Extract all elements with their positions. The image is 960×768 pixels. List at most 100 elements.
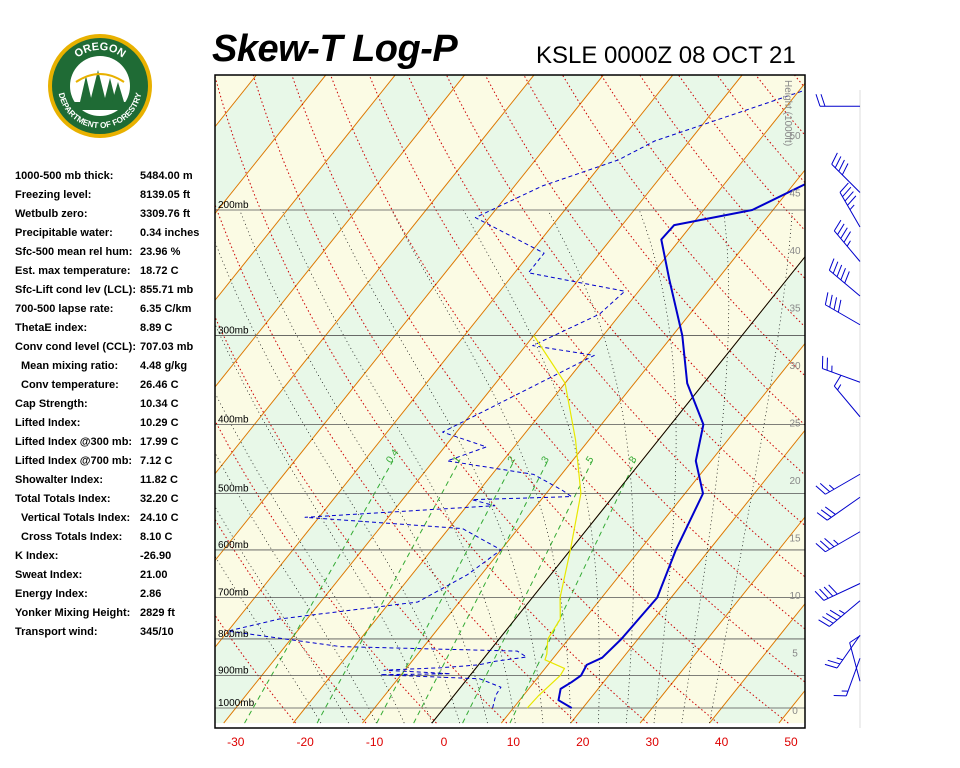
dry-adiabat-line bbox=[215, 75, 648, 724]
height-tick-label: 40 bbox=[789, 246, 801, 257]
mixing-ratio-line bbox=[316, 460, 460, 724]
dry-adiabat-line bbox=[291, 75, 789, 724]
plot-border bbox=[214, 74, 806, 729]
isotherm-band bbox=[215, 75, 743, 724]
seal-top-text: OREGON bbox=[72, 41, 127, 61]
index-label: K Index: bbox=[15, 550, 59, 562]
isotherm-line bbox=[918, 0, 960, 723]
dry-adiabat-line bbox=[807, 0, 960, 723]
index-label: Showalter Index: bbox=[15, 474, 104, 486]
pressure-level-label: 300mb bbox=[218, 325, 249, 336]
moist-adiabat-line bbox=[281, 209, 516, 724]
mixing-ratio-line bbox=[509, 460, 636, 724]
x-tick-label: -10 bbox=[366, 735, 384, 749]
x-tick-label: 40 bbox=[715, 735, 729, 749]
wind-barb bbox=[833, 375, 861, 418]
index-value: 2829 ft bbox=[140, 607, 175, 619]
wind-barb bbox=[815, 94, 860, 107]
pressure-level-label: 1000mb bbox=[218, 698, 255, 709]
index-value: 4.48 g/kg bbox=[140, 360, 188, 372]
index-value: 17.99 C bbox=[140, 436, 179, 448]
height-tick-label: 25 bbox=[789, 419, 801, 430]
index-label: Energy Index: bbox=[15, 588, 88, 600]
height-tick-label: 20 bbox=[789, 476, 801, 487]
wind-barb bbox=[824, 292, 861, 326]
index-label: Precipitable water: bbox=[15, 227, 113, 239]
index-label: Cross Totals Index: bbox=[21, 531, 123, 543]
wind-barb bbox=[818, 600, 861, 627]
x-tick-label: -30 bbox=[227, 735, 245, 749]
pressure-level-label: 700mb bbox=[218, 588, 249, 599]
isotherm-band bbox=[918, 0, 960, 723]
dry-adiabat-line bbox=[407, 75, 805, 578]
moist-adiabat-line bbox=[239, 209, 488, 724]
height-tick-label: 0 bbox=[792, 706, 798, 717]
index-label: Sfc-Lift cond lev (LCL): bbox=[15, 284, 136, 296]
x-tick-label: 30 bbox=[646, 735, 660, 749]
series-line-solid bbox=[557, 183, 805, 709]
wind-barb bbox=[815, 531, 861, 553]
isotherm-line bbox=[570, 429, 805, 724]
isotherm-line bbox=[215, 75, 396, 302]
wind-barb bbox=[831, 152, 861, 193]
mixing-ratio-line bbox=[376, 460, 515, 724]
index-label: Total Totals Index: bbox=[15, 493, 111, 505]
isotherm-line bbox=[362, 169, 805, 724]
index-value: -26.90 bbox=[140, 550, 172, 562]
height-tick-label: 45 bbox=[789, 189, 801, 200]
x-tick-label: 50 bbox=[784, 735, 798, 749]
moist-adiabat-line bbox=[547, 209, 635, 724]
index-label: Transport wind: bbox=[15, 626, 98, 638]
index-value: 32.20 C bbox=[140, 493, 179, 505]
x-tick-label: -20 bbox=[297, 735, 315, 749]
oregon-forestry-seal: OREGON DEPARTMENT OF FORESTRY bbox=[48, 34, 152, 138]
wind-barb bbox=[833, 658, 861, 697]
height-tick-label: 15 bbox=[789, 534, 801, 545]
index-value: 8139.05 ft bbox=[140, 189, 191, 201]
isotherm-band bbox=[223, 75, 805, 724]
dry-adiabat-line bbox=[215, 614, 296, 724]
height-tick-label: 50 bbox=[789, 131, 801, 142]
series-line-parcel bbox=[526, 335, 582, 709]
isotherm-line bbox=[778, 689, 805, 724]
page-title: Skew-T Log-P bbox=[212, 28, 458, 70]
isotherm-band bbox=[848, 0, 960, 723]
isotherm-line bbox=[215, 75, 466, 388]
station-time-label: KSLE 0000Z 08 OCT 21 bbox=[536, 42, 796, 69]
isotherm-line bbox=[215, 75, 535, 475]
index-value: 855.71 mb bbox=[140, 284, 194, 296]
isotherm-line bbox=[215, 75, 674, 649]
moist-adiabat-line bbox=[638, 209, 677, 724]
height-tick-label: 5 bbox=[792, 649, 798, 660]
isotherm-line bbox=[500, 342, 805, 724]
wind-barb bbox=[828, 258, 861, 297]
index-value: 10.34 C bbox=[140, 398, 179, 410]
index-value: 6.35 C/km bbox=[140, 303, 192, 315]
index-label: Yonker Mixing Height: bbox=[15, 607, 131, 619]
mixing-ratio-label: 8 bbox=[627, 454, 639, 465]
index-label: ThetaE index: bbox=[15, 322, 88, 334]
x-tick-label: 10 bbox=[507, 735, 521, 749]
index-label: Vertical Totals Index: bbox=[21, 512, 131, 524]
index-value: 8.89 C bbox=[140, 322, 173, 334]
isotherm-line bbox=[223, 75, 743, 724]
index-label: Conv cond level (CCL): bbox=[15, 341, 137, 353]
isotherm-line bbox=[215, 75, 258, 128]
isotherm-band bbox=[778, 690, 805, 724]
wind-barb bbox=[814, 583, 861, 601]
mixing-ratio-line bbox=[413, 460, 549, 724]
dry-adiabat-line bbox=[215, 203, 578, 724]
mixing-ratio-label: 5 bbox=[584, 454, 596, 465]
index-label: Lifted Index @700 mb: bbox=[15, 455, 133, 467]
index-value: 2.86 bbox=[140, 588, 162, 600]
index-label: Lifted Index: bbox=[15, 417, 81, 429]
x-tick-label: 20 bbox=[576, 735, 590, 749]
index-value: 21.00 bbox=[140, 569, 168, 581]
wind-barb bbox=[824, 634, 861, 669]
index-value: 5484.00 m bbox=[140, 170, 193, 182]
moist-adiabat-line bbox=[215, 323, 433, 724]
wind-barb bbox=[833, 219, 861, 262]
index-label: Sweat Index: bbox=[15, 569, 83, 581]
index-label: 700-500 lapse rate: bbox=[15, 303, 114, 315]
